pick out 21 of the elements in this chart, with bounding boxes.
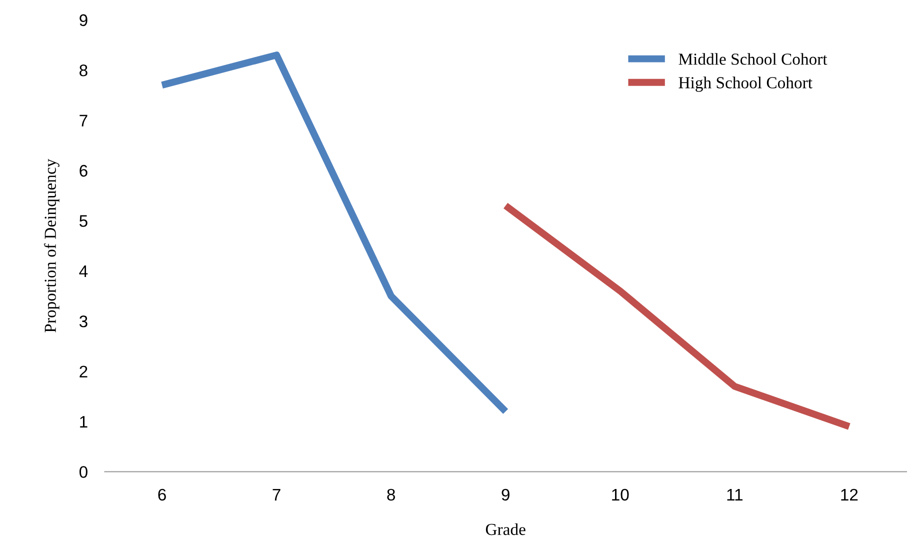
- x-tick-label: 9: [502, 488, 510, 501]
- x-tick-label: 10: [612, 488, 629, 501]
- y-tick-label: 9: [80, 14, 88, 26]
- x-axis-title: Grade: [486, 523, 526, 536]
- x-tick-label: 11: [727, 488, 742, 500]
- y-tick-label: 1: [80, 416, 88, 428]
- y-axis-title: Proportion of Deinquency: [44, 158, 60, 332]
- x-tick-label: 6: [158, 488, 166, 501]
- y-tick-label: 7: [80, 114, 88, 126]
- x-tick-label: 8: [387, 488, 395, 501]
- legend-label: High School Cohort: [678, 76, 812, 92]
- y-tick-label: 4: [79, 265, 88, 277]
- x-tick-label: 7: [272, 488, 280, 500]
- y-tick-label: 6: [80, 164, 88, 177]
- y-tick-label: 0: [79, 466, 88, 478]
- y-tick-label: 3: [79, 316, 88, 328]
- legend-label: Middle School Cohort: [678, 53, 828, 65]
- y-tick-label: 2: [80, 366, 88, 378]
- y-tick-label: 5: [79, 215, 88, 227]
- y-tick-label: 8: [80, 64, 88, 76]
- x-tick-label: 12: [841, 488, 858, 500]
